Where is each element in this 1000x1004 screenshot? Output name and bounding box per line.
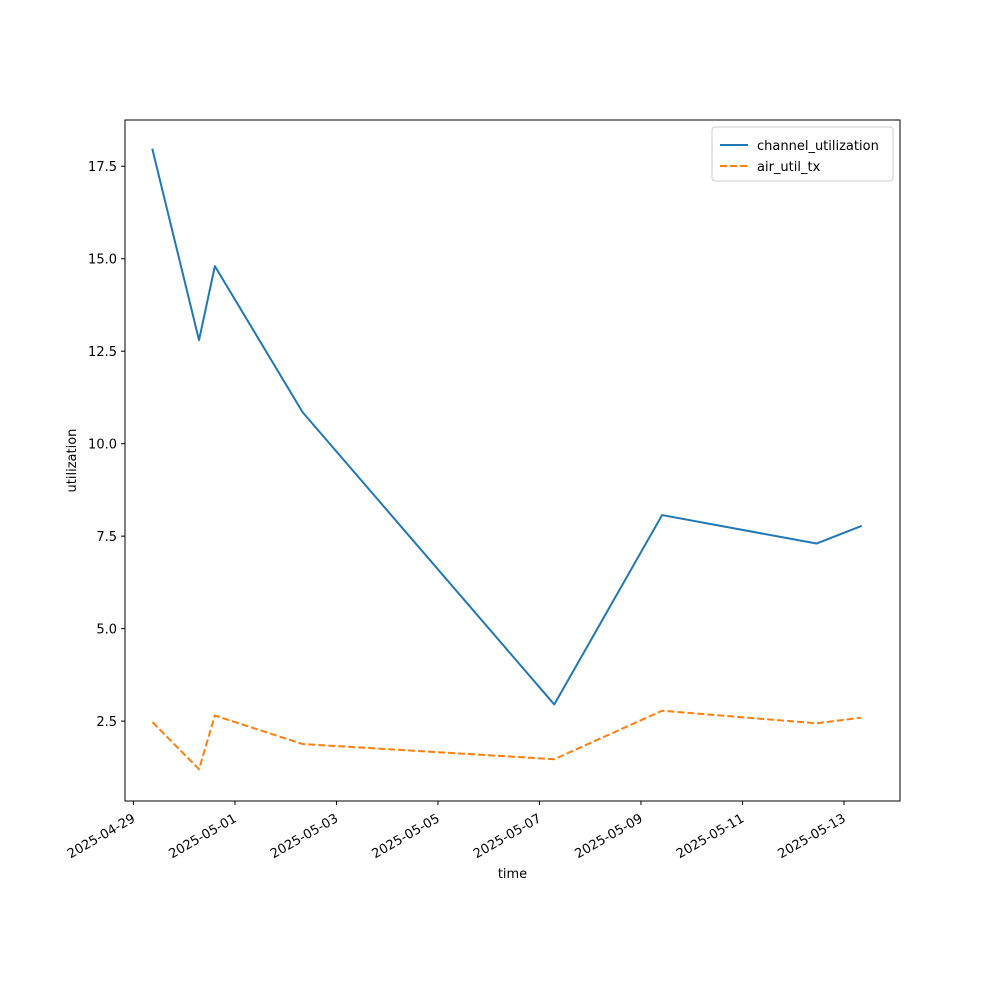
y-tick-label: 10.0 — [88, 438, 117, 453]
y-tick-label: 5.0 — [96, 623, 117, 638]
x-tick-label: 2025-04-29 — [65, 811, 138, 862]
series-line-air-util-tx — [151, 709, 862, 771]
legend-box — [711, 126, 894, 182]
x-tick-label: 2025-05-09 — [573, 811, 646, 862]
y-tick-label: 17.5 — [88, 160, 117, 175]
legend-label-channel-utilization: channel_utilization — [757, 139, 879, 154]
x-axis-label: time — [498, 867, 527, 882]
x-tick-label: 2025-05-07 — [471, 811, 544, 862]
y-tick-label: 2.5 — [96, 715, 117, 730]
x-axis-ticks: 2025-04-29 2025-05-01 2025-05-03 2025-05-05… — [65, 801, 849, 862]
y-axis-label: utilization — [65, 429, 80, 493]
plot-frame — [124, 119, 901, 802]
y-tick-label: 7.5 — [96, 530, 117, 545]
x-tick-label: 2025-05-11 — [674, 811, 747, 862]
x-tick-label: 2025-05-01 — [167, 811, 240, 862]
y-tick-label: 15.0 — [88, 253, 117, 268]
series-line-channel-utilization — [151, 148, 863, 706]
legend: channel_utilization air_util_tx — [711, 126, 894, 182]
series-layer — [151, 148, 863, 771]
x-tick-label: 2025-05-05 — [370, 811, 443, 862]
y-axis-ticks: 2.5 5.0 7.5 10.0 12.5 15.0 17.5 — [88, 160, 125, 730]
x-tick-label: 2025-05-13 — [776, 811, 849, 862]
legend-label-air-util-tx: air_util_tx — [757, 160, 821, 175]
y-tick-label: 12.5 — [88, 345, 117, 360]
x-tick-label: 2025-05-03 — [268, 811, 341, 862]
